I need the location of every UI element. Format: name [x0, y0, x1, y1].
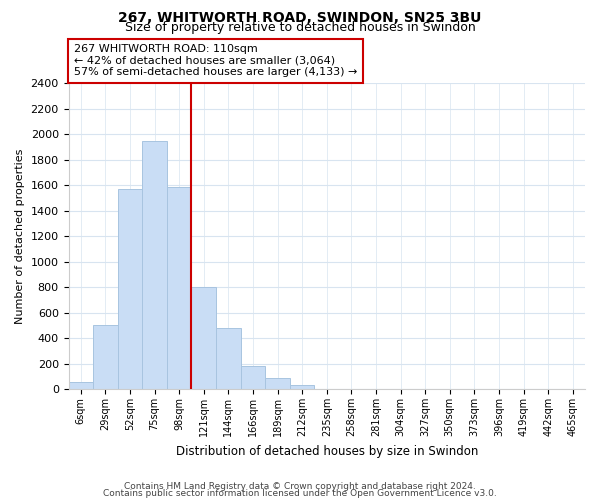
Bar — [290, 386, 314, 389]
Bar — [68, 382, 93, 389]
Bar — [191, 287, 216, 389]
Bar — [265, 378, 290, 389]
Text: Size of property relative to detached houses in Swindon: Size of property relative to detached ho… — [125, 21, 475, 34]
Bar — [118, 188, 142, 389]
Text: Contains public sector information licensed under the Open Government Licence v3: Contains public sector information licen… — [103, 489, 497, 498]
Text: 267 WHITWORTH ROAD: 110sqm
← 42% of detached houses are smaller (3,064)
57% of s: 267 WHITWORTH ROAD: 110sqm ← 42% of deta… — [74, 44, 357, 78]
Text: Contains HM Land Registry data © Crown copyright and database right 2024.: Contains HM Land Registry data © Crown c… — [124, 482, 476, 491]
Text: 267, WHITWORTH ROAD, SWINDON, SN25 3BU: 267, WHITWORTH ROAD, SWINDON, SN25 3BU — [118, 11, 482, 25]
Bar — [216, 328, 241, 389]
X-axis label: Distribution of detached houses by size in Swindon: Distribution of detached houses by size … — [176, 444, 478, 458]
Bar — [142, 140, 167, 389]
Bar — [167, 186, 191, 389]
Bar — [93, 326, 118, 389]
Bar — [241, 366, 265, 389]
Y-axis label: Number of detached properties: Number of detached properties — [15, 148, 25, 324]
